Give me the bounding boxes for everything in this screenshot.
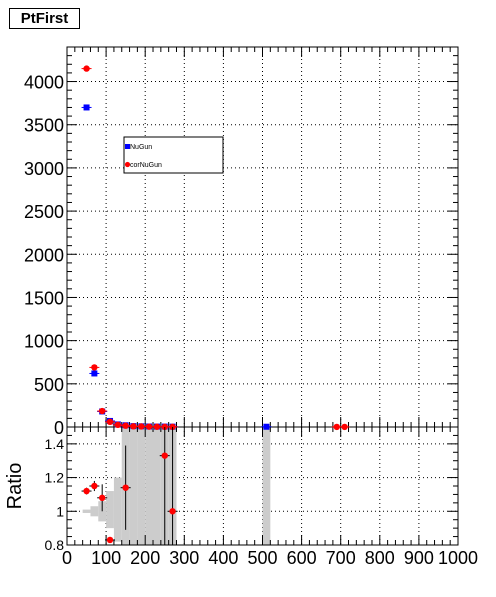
data-point [161,423,168,431]
legend-marker [124,161,131,168]
uncertainty-band-bin [153,427,161,545]
x-tick-label: 900 [404,548,434,568]
ratio-y-tick-label: 1.2 [45,470,65,486]
ratio-point [106,536,114,544]
ratio-y-tick-label: 0.8 [45,537,65,553]
x-tick-label: 500 [247,548,277,568]
data-point [83,65,90,72]
ratio-y-axis-title: Ratio [4,463,26,510]
data-point [341,423,348,431]
y-tick-label: 4000 [24,73,64,93]
uncertainty-band-bin [137,427,146,545]
data-point [122,422,129,429]
uncertainty-band-bin [106,491,114,529]
chart-title: PtFirst [9,8,80,29]
y-tick-label: 1000 [24,332,64,352]
ratio-point [91,482,98,490]
ratio-point [169,508,176,515]
x-tick-label: 100 [91,548,121,568]
data-point [91,364,98,371]
ratio-y-tick-label: 1 [56,503,64,519]
ratio-point [161,452,168,459]
data-point [169,423,176,431]
x-tick-label: 300 [169,548,199,568]
uncertainty-band-bin [113,477,122,542]
x-tick-label: 0 [62,548,72,568]
data-point [263,423,270,430]
uncertainty-band-bin [262,427,271,545]
x-tick-label: 400 [208,548,238,568]
ratio-y-tick-label: 1.4 [45,436,65,452]
legend-marker [125,144,130,149]
x-tick-label: 200 [130,548,160,568]
uncertainty-band-bin [90,506,99,517]
ratio-point [98,494,106,501]
x-tick-label: 1000 [438,548,478,568]
uncertainty-band-bin [82,509,91,513]
legend-label: NuGun [130,144,152,151]
data-point [333,423,340,431]
data-point [106,418,114,426]
data-point [153,423,161,430]
x-tick-label: 800 [365,548,395,568]
data-point [98,407,106,415]
data-point [83,104,90,111]
uncertainty-band-bin [145,427,154,545]
y-tick-label: 500 [34,375,64,395]
x-tick-label: 700 [326,548,356,568]
uncertainty-band-bin [129,427,138,545]
x-tick-label: 600 [287,548,317,568]
data-point [130,423,137,430]
legend-label: corNuGun [130,162,162,169]
data-point [114,421,122,429]
data-point [138,423,145,430]
legend-box [123,136,224,174]
ratio-point [83,487,90,495]
data-point [91,370,98,377]
ratio-point [122,484,129,491]
y-tick-label: 1500 [24,288,64,308]
y-tick-label: 3000 [24,159,64,179]
y-tick-label: 3500 [24,116,64,136]
y-tick-label: 2500 [24,202,64,222]
y-tick-label: 2000 [24,245,64,265]
y-tick-label: 0 [54,418,64,438]
data-point [145,423,153,430]
